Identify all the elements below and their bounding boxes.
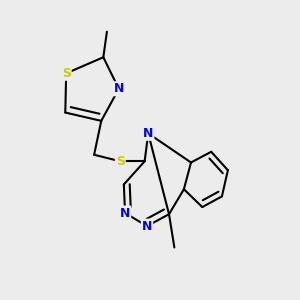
Text: N: N [142,220,152,232]
Text: N: N [114,82,124,95]
Text: N: N [143,127,153,140]
Text: S: S [116,155,125,168]
Text: S: S [62,67,71,80]
Text: N: N [120,206,130,220]
